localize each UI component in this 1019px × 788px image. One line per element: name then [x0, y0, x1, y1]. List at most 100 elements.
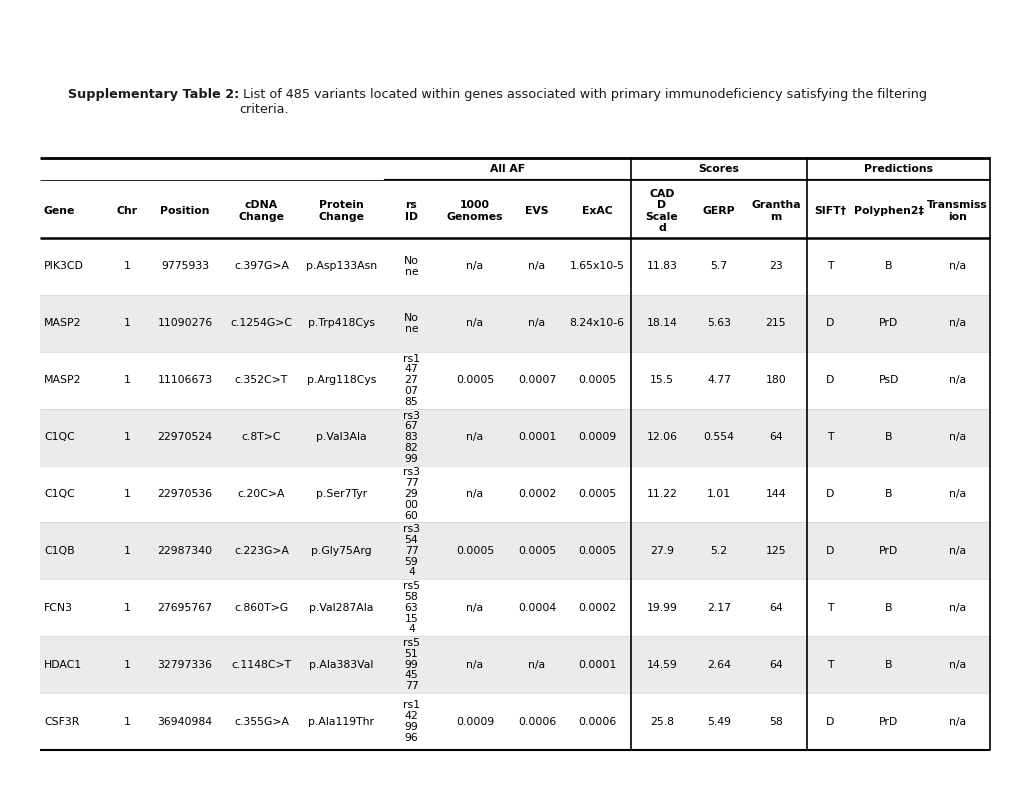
Text: n/a: n/a — [948, 318, 965, 329]
Text: T: T — [826, 432, 833, 442]
Text: 0.0005: 0.0005 — [518, 546, 555, 556]
Text: PrD: PrD — [878, 318, 898, 329]
Text: 1: 1 — [123, 716, 130, 727]
Text: 23: 23 — [768, 262, 783, 271]
Text: 27.9: 27.9 — [649, 546, 674, 556]
Text: Protein
Change: Protein Change — [318, 200, 364, 221]
Text: 0.0006: 0.0006 — [578, 716, 615, 727]
Text: rs1
47
27
07
85: rs1 47 27 07 85 — [403, 354, 420, 407]
Text: 0.0009: 0.0009 — [578, 432, 615, 442]
Bar — [40, 409, 989, 466]
Text: 1: 1 — [123, 375, 130, 385]
Text: 19.99: 19.99 — [646, 603, 677, 613]
Text: T: T — [826, 660, 833, 670]
Text: 0.0002: 0.0002 — [518, 489, 555, 499]
Bar — [40, 522, 989, 579]
Text: 144: 144 — [765, 489, 786, 499]
Text: 11090276: 11090276 — [157, 318, 212, 329]
Text: 0.0001: 0.0001 — [518, 432, 555, 442]
Text: ExAC: ExAC — [581, 206, 611, 216]
Text: 0.554: 0.554 — [703, 432, 734, 442]
Text: 4.77: 4.77 — [706, 375, 731, 385]
Text: n/a: n/a — [948, 489, 965, 499]
Text: n/a: n/a — [948, 660, 965, 670]
Text: 2.17: 2.17 — [706, 603, 731, 613]
Text: All AF: All AF — [489, 164, 525, 174]
Text: n/a: n/a — [466, 262, 483, 271]
Text: 0.0009: 0.0009 — [455, 716, 493, 727]
Text: p.Val287Ala: p.Val287Ala — [309, 603, 373, 613]
Text: D: D — [825, 546, 834, 556]
Text: rs5
51
99
45
77: rs5 51 99 45 77 — [403, 638, 420, 691]
Text: c.397G>A: c.397G>A — [233, 262, 288, 271]
Text: 8.24x10-6: 8.24x10-6 — [569, 318, 624, 329]
Text: GERP: GERP — [702, 206, 735, 216]
Text: 22987340: 22987340 — [157, 546, 212, 556]
Text: PIK3CD: PIK3CD — [44, 262, 84, 271]
Text: c.1148C>T: c.1148C>T — [231, 660, 291, 670]
Text: c.223G>A: c.223G>A — [233, 546, 288, 556]
Text: 1: 1 — [123, 489, 130, 499]
Text: Scores: Scores — [698, 164, 739, 174]
Text: 64: 64 — [768, 603, 783, 613]
Text: 1: 1 — [123, 432, 130, 442]
Text: B: B — [884, 660, 892, 670]
Text: rs5
58
63
15
4: rs5 58 63 15 4 — [403, 582, 420, 634]
Text: c.355G>A: c.355G>A — [233, 716, 288, 727]
Text: 64: 64 — [768, 432, 783, 442]
Text: c.20C>A: c.20C>A — [237, 489, 285, 499]
Text: c.1254G>C: c.1254G>C — [230, 318, 292, 329]
Text: 5.49: 5.49 — [706, 716, 731, 727]
Text: 0.0005: 0.0005 — [578, 489, 615, 499]
Text: HDAC1: HDAC1 — [44, 660, 83, 670]
Text: List of 485 variants located within genes associated with primary immunodeficien: List of 485 variants located within gene… — [239, 88, 926, 116]
Text: Supplementary Table 2:: Supplementary Table 2: — [68, 88, 239, 101]
Text: D: D — [825, 318, 834, 329]
Text: p.Ala119Thr: p.Ala119Thr — [308, 716, 374, 727]
Text: D: D — [825, 716, 834, 727]
Text: 215: 215 — [765, 318, 786, 329]
Text: 18.14: 18.14 — [646, 318, 677, 329]
Text: 0.0005: 0.0005 — [455, 375, 493, 385]
Text: rs
ID: rs ID — [405, 200, 418, 221]
Text: 11.22: 11.22 — [646, 489, 677, 499]
Text: No
ne: No ne — [404, 256, 419, 277]
Text: 0.0007: 0.0007 — [518, 375, 555, 385]
Text: n/a: n/a — [528, 262, 545, 271]
Text: 0.0005: 0.0005 — [455, 546, 493, 556]
Text: 0.0005: 0.0005 — [578, 375, 615, 385]
Text: p.Asp133Asn: p.Asp133Asn — [306, 262, 377, 271]
Text: 32797336: 32797336 — [157, 660, 212, 670]
Text: 1.01: 1.01 — [706, 489, 731, 499]
Text: n/a: n/a — [466, 603, 483, 613]
Text: PrD: PrD — [878, 546, 898, 556]
Text: B: B — [884, 432, 892, 442]
Text: n/a: n/a — [948, 432, 965, 442]
Text: 22970536: 22970536 — [157, 489, 212, 499]
Text: EVS: EVS — [525, 206, 548, 216]
Text: MASP2: MASP2 — [44, 318, 82, 329]
Text: Gene: Gene — [44, 206, 75, 216]
Text: c.8T>C: c.8T>C — [242, 432, 281, 442]
Text: MASP2: MASP2 — [44, 375, 82, 385]
Text: 1: 1 — [123, 318, 130, 329]
Text: CSF3R: CSF3R — [44, 716, 79, 727]
Text: n/a: n/a — [948, 546, 965, 556]
Text: Transmiss
ion: Transmiss ion — [926, 200, 987, 221]
Text: Chr: Chr — [116, 206, 138, 216]
Text: rs3
54
77
59
4: rs3 54 77 59 4 — [403, 524, 420, 578]
Text: 5.7: 5.7 — [710, 262, 727, 271]
Text: Polyphen2‡: Polyphen2‡ — [853, 206, 923, 216]
Text: C1QB: C1QB — [44, 546, 74, 556]
Text: SIFT†: SIFT† — [813, 206, 845, 216]
Text: D: D — [825, 489, 834, 499]
Text: 1: 1 — [123, 546, 130, 556]
Text: Grantha
m: Grantha m — [750, 200, 800, 221]
Text: p.Arg118Cys: p.Arg118Cys — [307, 375, 376, 385]
Text: B: B — [884, 603, 892, 613]
Text: n/a: n/a — [466, 489, 483, 499]
Text: n/a: n/a — [466, 318, 483, 329]
Text: 14.59: 14.59 — [646, 660, 677, 670]
Text: 36940984: 36940984 — [157, 716, 212, 727]
Text: p.Val3Ala: p.Val3Ala — [316, 432, 367, 442]
